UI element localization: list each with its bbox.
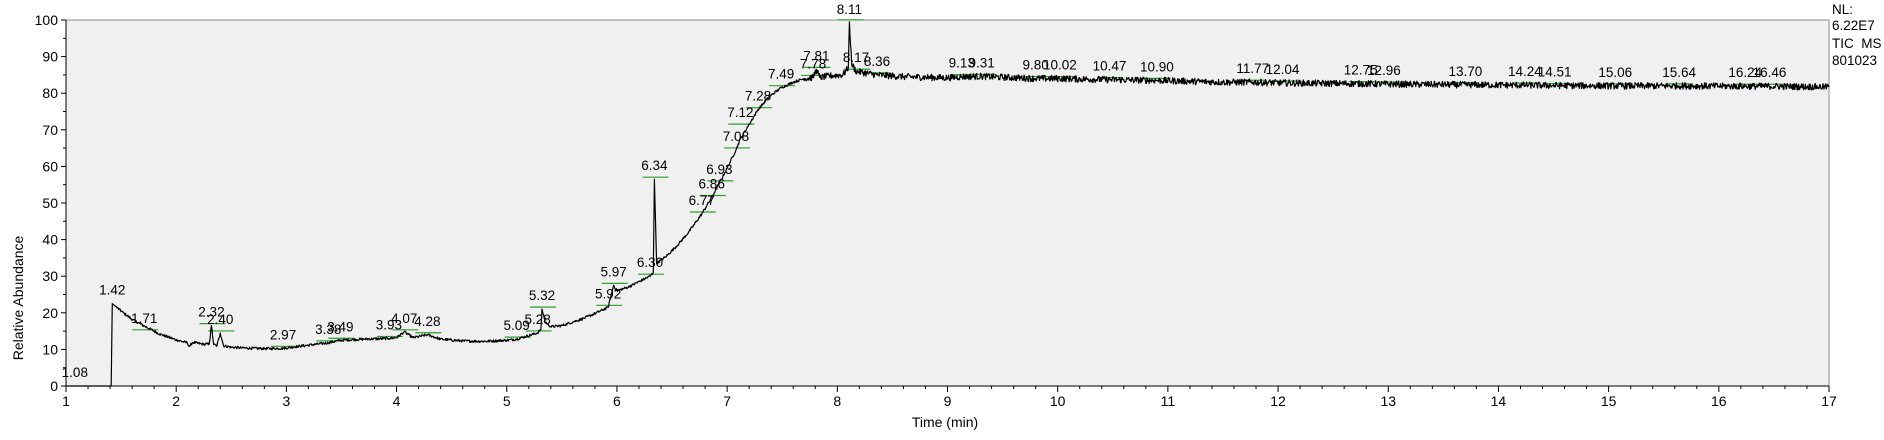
x-tick-label: 14 <box>1491 393 1507 409</box>
peak-label: 12.96 <box>1367 63 1401 78</box>
peak-label: 1.71 <box>131 311 157 326</box>
peak-label: 7.08 <box>723 129 749 144</box>
y-tick-label: 90 <box>42 49 58 65</box>
peak-label: 12.75 <box>1344 63 1378 78</box>
peak-label: 8.17 <box>843 50 869 65</box>
peak-label: 9.80 <box>1023 58 1049 73</box>
peak-label: 16.46 <box>1753 65 1787 80</box>
sample-name: 801023 <box>1832 53 1877 68</box>
x-tick-label: 5 <box>503 393 511 409</box>
x-tick-label: 13 <box>1380 393 1396 409</box>
peak-label: 11.77 <box>1236 61 1269 76</box>
peak-label: 7.78 <box>800 56 826 71</box>
peak-labels: 1.08 1.42 1.71 2.322.40 2.97 3.383.49 3.934.07… <box>62 2 1787 380</box>
peak-label: 5.28 <box>524 312 550 327</box>
peak-label: 2.40 <box>207 312 233 327</box>
peak-label: 2.32 <box>198 305 224 320</box>
y-tick-label: 10 <box>42 341 58 357</box>
x-tick-label: 11 <box>1161 393 1176 409</box>
peak-label: 15.06 <box>1598 65 1632 80</box>
x-tick-label: 12 <box>1270 393 1286 409</box>
nl-label: NL: <box>1832 2 1853 17</box>
x-tick-label: 9 <box>944 393 952 409</box>
peak-label: 9.13 <box>949 56 975 71</box>
peak-label: 7.81 <box>803 48 829 63</box>
x-tick-label: 8 <box>833 393 841 409</box>
peak-label: 6.93 <box>706 162 732 177</box>
peak-label: 6.86 <box>699 177 725 192</box>
peak-label: 14.24 <box>1508 64 1542 79</box>
peak-label: 1.08 <box>62 365 88 380</box>
y-axis-title: Relative Abundance <box>10 236 26 361</box>
peak-label: 10.02 <box>1043 58 1077 73</box>
x-tick-label: 17 <box>1821 393 1837 409</box>
peak-label: 2.97 <box>270 327 296 342</box>
peak-label: 16.24 <box>1728 65 1762 80</box>
tic-trace <box>65 21 1830 387</box>
plot-area <box>65 19 1830 387</box>
peak-label: 5.92 <box>595 286 621 301</box>
peak-label: 9.31 <box>969 55 995 70</box>
y-tick-label: 40 <box>42 232 58 248</box>
x-tick-label: 2 <box>172 393 180 409</box>
x-tick-label: 7 <box>723 393 731 409</box>
peak-label: 13.70 <box>1448 64 1482 79</box>
x-axis-title: Time (min) <box>912 414 978 430</box>
peak-label: 3.49 <box>327 319 353 334</box>
peak-label: 14.51 <box>1538 65 1572 80</box>
y-tick-label: 100 <box>35 12 59 28</box>
peak-label: 10.47 <box>1093 59 1127 74</box>
y-tick-label: 20 <box>42 305 58 321</box>
peak-label: 3.38 <box>315 322 341 337</box>
peak-label: 15.64 <box>1662 65 1696 80</box>
x-tick-label: 15 <box>1601 393 1617 409</box>
x-tick-label: 1 <box>62 393 70 409</box>
peak-label: 7.28 <box>745 89 771 104</box>
peak-label: 1.42 <box>99 283 125 298</box>
trace-layer <box>65 21 1830 387</box>
peak-label: 5.97 <box>600 264 626 279</box>
y-tick-label: 80 <box>42 85 58 101</box>
y-tick-label: 60 <box>42 158 58 174</box>
peak-label: 6.34 <box>641 158 668 173</box>
peak-label: 7.12 <box>727 105 753 120</box>
peak-label: 5.32 <box>529 288 555 303</box>
x-tick-label: 3 <box>282 393 290 409</box>
y-tick-label: 0 <box>50 378 58 394</box>
peak-label: 4.07 <box>391 311 417 326</box>
peak-label: 4.28 <box>414 314 440 329</box>
x-tick-label: 10 <box>1050 393 1066 409</box>
peak-label: 8.36 <box>864 54 890 69</box>
peak-label: 10.90 <box>1140 59 1174 74</box>
x-tick-label: 4 <box>393 393 401 409</box>
peak-label: 8.11 <box>837 2 862 17</box>
nl-value: 6.22E7 <box>1832 18 1875 33</box>
x-tick-label: 6 <box>613 393 621 409</box>
peak-label: 7.49 <box>768 67 794 82</box>
peak-label: 3.93 <box>376 317 402 332</box>
peak-label: 12.04 <box>1266 62 1300 77</box>
x-tick-label: 16 <box>1711 393 1727 409</box>
y-tick-label: 70 <box>42 122 58 138</box>
peak-label: 6.77 <box>689 193 715 208</box>
scan-filter: TIC MS <box>1832 36 1882 51</box>
y-tick-label: 50 <box>42 195 58 211</box>
peak-label: 6.30 <box>637 255 663 270</box>
y-tick-label: 30 <box>42 268 58 284</box>
peak-label: 5.09 <box>504 318 530 333</box>
